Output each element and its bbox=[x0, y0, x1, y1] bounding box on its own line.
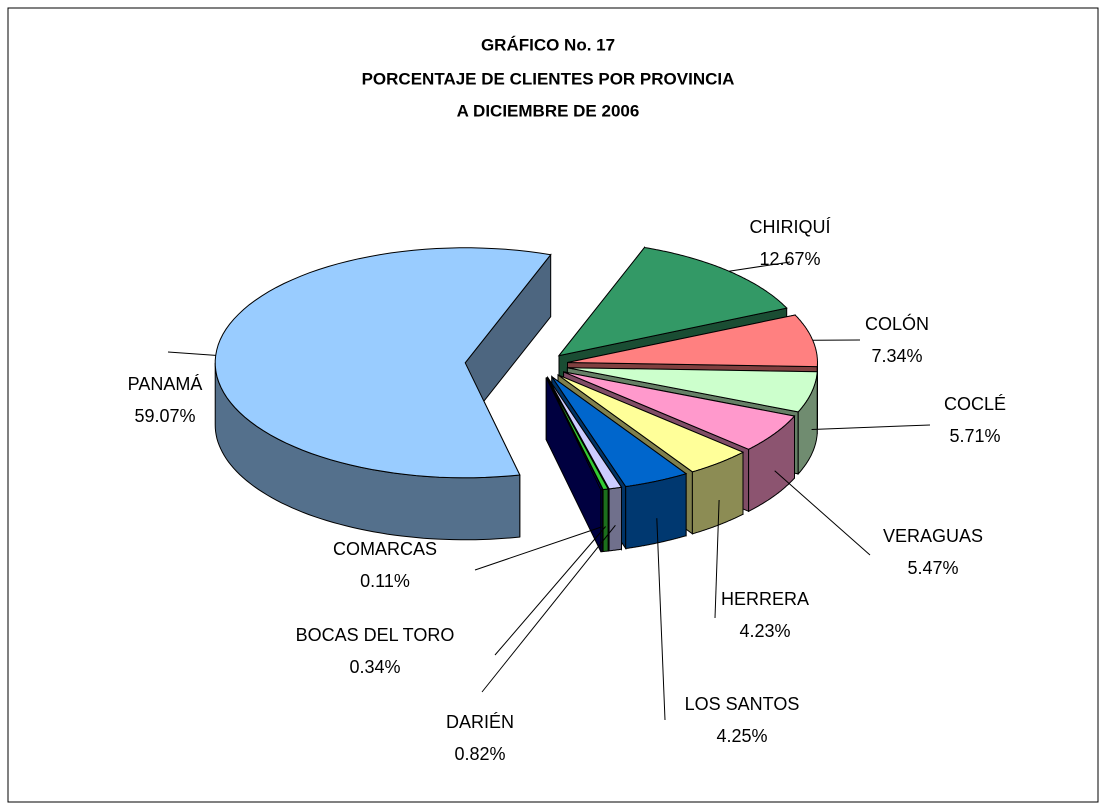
leader-line bbox=[481, 524, 616, 693]
chart-title: A DICIEMBRE DE 2006 bbox=[457, 101, 640, 120]
slice bbox=[563, 371, 796, 450]
category-label: PANAMÁ bbox=[128, 374, 203, 394]
category-label: CHIRIQUÍ bbox=[750, 217, 831, 237]
value-label: 59.07% bbox=[134, 406, 195, 426]
slice-side bbox=[608, 486, 622, 552]
value-label: 0.34% bbox=[349, 657, 400, 677]
value-label: 4.23% bbox=[739, 621, 790, 641]
category-label: COLÓN bbox=[865, 313, 929, 334]
value-label: 12.67% bbox=[759, 249, 820, 269]
slice bbox=[557, 374, 745, 473]
leader-line bbox=[494, 526, 606, 656]
value-label: 7.34% bbox=[871, 346, 922, 366]
chart-title: GRÁFICO No. 17 bbox=[481, 35, 615, 54]
slice bbox=[546, 377, 609, 490]
category-label: COCLÉ bbox=[944, 394, 1006, 414]
slice bbox=[545, 377, 604, 491]
category-label: DARIÉN bbox=[446, 712, 514, 732]
value-label: 0.82% bbox=[454, 744, 505, 764]
category-label: COMARCAS bbox=[333, 539, 437, 559]
value-label: 4.25% bbox=[716, 726, 767, 746]
value-label: 0.11% bbox=[360, 571, 410, 591]
category-label: BOCAS DEL TORO bbox=[296, 625, 455, 645]
slice-side bbox=[602, 488, 609, 552]
leader-line bbox=[167, 351, 216, 356]
category-label: VERAGUAS bbox=[883, 526, 983, 546]
chart-title: PORCENTAJE DE CLIENTES POR PROVINCIA bbox=[362, 69, 735, 88]
leader-line bbox=[714, 499, 720, 619]
leader-line bbox=[656, 518, 666, 721]
value-label: 5.71% bbox=[949, 426, 1000, 446]
value-label: 5.47% bbox=[907, 558, 958, 578]
slice bbox=[547, 377, 623, 490]
category-label: HERRERA bbox=[721, 589, 809, 609]
leader-line bbox=[728, 261, 791, 272]
slice bbox=[551, 376, 688, 488]
leader-line bbox=[811, 424, 931, 430]
leader-line bbox=[474, 526, 602, 571]
leader-line bbox=[774, 470, 871, 556]
category-label: LOS SANTOS bbox=[685, 694, 800, 714]
slice bbox=[567, 367, 818, 413]
